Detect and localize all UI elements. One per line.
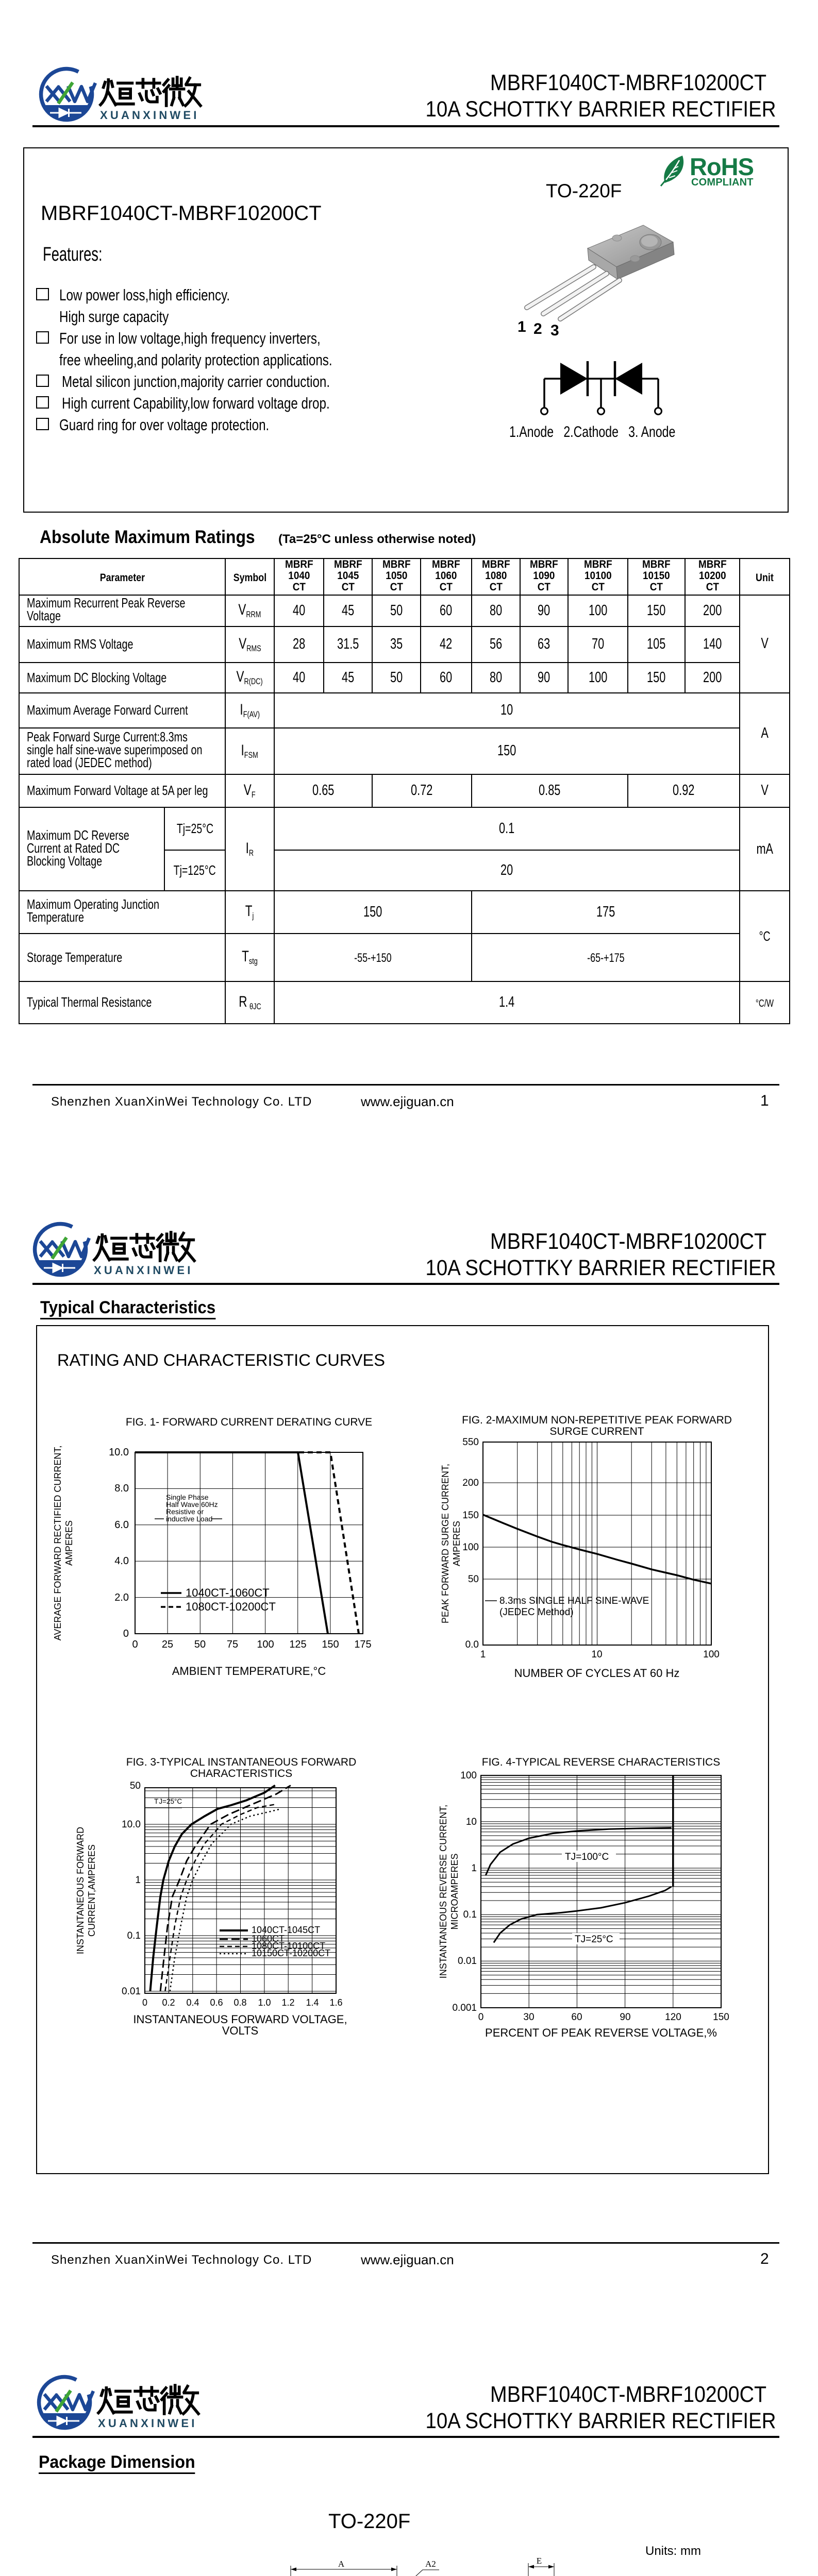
svg-text:XUANXINWEI: XUANXINWEI — [98, 2417, 197, 2430]
svg-text:60: 60 — [571, 2012, 582, 2023]
svg-text:4.0: 4.0 — [114, 1555, 129, 1567]
svg-text:0.001: 0.001 — [452, 2003, 477, 2013]
svg-text:1.4: 1.4 — [306, 1997, 319, 2008]
svg-text:PEAK FORWARD SURGE CURRENT,: PEAK FORWARD SURGE CURRENT, — [440, 1464, 450, 1623]
svg-text:INSTANTANEOUS FORWARD: INSTANTANEOUS FORWARD — [75, 1827, 86, 1954]
svg-text:100: 100 — [703, 1649, 720, 1660]
svg-text:150: 150 — [713, 2012, 729, 2023]
svg-text:T J=25°C: T J=25°C — [154, 1798, 182, 1805]
svg-text:550: 550 — [462, 1437, 479, 1448]
svg-text:25: 25 — [162, 1639, 173, 1650]
svg-text:10150CT-10200CT: 10150CT-10200CT — [252, 1948, 330, 1958]
svg-text:AVERAGE FORWARD RECTIFIED CURR: AVERAGE FORWARD RECTIFIED CURRENT, — [53, 1446, 63, 1641]
svg-text:30: 30 — [523, 2012, 534, 2023]
svg-text:PERCENT OF PEAK REVERSE VOLTAG: PERCENT OF PEAK REVERSE VOLTAGE,% — [485, 2026, 717, 2039]
svg-text:150: 150 — [462, 1510, 479, 1521]
svg-text:50: 50 — [130, 1781, 141, 1791]
svg-text:120: 120 — [665, 2012, 681, 2023]
svg-text:1040CT-1045CT: 1040CT-1045CT — [252, 1925, 320, 1935]
svg-text:50: 50 — [194, 1639, 206, 1650]
svg-text:100: 100 — [257, 1639, 274, 1650]
svg-text:AMPERES: AMPERES — [64, 1520, 74, 1566]
svg-text:10.0: 10.0 — [109, 1447, 129, 1458]
svg-text:CURRENT,AMPERES: CURRENT,AMPERES — [87, 1844, 97, 1937]
svg-text:FIG. 4-TYPICAL REVERSE CHARACT: FIG. 4-TYPICAL REVERSE CHARACTERISTICS — [482, 1756, 720, 1768]
svg-text:XUANXINWEI: XUANXINWEI — [100, 109, 199, 122]
svg-text:NUMBER OF CYCLES AT 60 Hz: NUMBER OF CYCLES AT 60 Hz — [514, 1667, 680, 1680]
svg-text:100: 100 — [460, 1770, 477, 1781]
svg-text:0.4: 0.4 — [186, 1997, 199, 2008]
svg-text:50: 50 — [468, 1574, 479, 1585]
svg-text:E: E — [537, 2556, 542, 2566]
svg-text:AMBIENT TEMPERATURE,°C: AMBIENT TEMPERATURE,°C — [172, 1665, 326, 1677]
svg-text:1.0: 1.0 — [258, 1997, 271, 2008]
svg-text:0.2: 0.2 — [162, 1997, 175, 2008]
svg-text:0.1: 0.1 — [127, 1930, 141, 1941]
svg-text:1060CT: 1060CT — [252, 1934, 285, 1944]
svg-text:0.01: 0.01 — [458, 1956, 477, 1967]
svg-text:1080CT-10200CT: 1080CT-10200CT — [186, 1600, 276, 1613]
svg-text:RoHS: RoHS — [690, 153, 754, 180]
svg-text:0: 0 — [478, 2012, 484, 2023]
svg-text:TJ=25°C: TJ=25°C — [575, 1934, 613, 1945]
svg-text:MICROAMPERES: MICROAMPERES — [449, 1853, 460, 1929]
svg-text:1: 1 — [471, 1863, 477, 1874]
svg-text:0: 0 — [132, 1639, 138, 1650]
svg-text:AMPERES: AMPERES — [452, 1521, 462, 1566]
svg-text:A2: A2 — [425, 2559, 436, 2569]
svg-text:1.2: 1.2 — [281, 1997, 294, 2008]
svg-text:inductive Load: inductive Load — [166, 1515, 212, 1523]
svg-text:200: 200 — [462, 1478, 479, 1488]
svg-text:XUANXINWEI: XUANXINWEI — [94, 1264, 193, 1277]
svg-text:1080CT-10100CT: 1080CT-10100CT — [252, 1941, 325, 1951]
svg-text:2.0: 2.0 — [114, 1592, 129, 1603]
svg-text:1: 1 — [517, 318, 526, 335]
svg-text:1.6: 1.6 — [329, 1997, 342, 2008]
svg-text:75: 75 — [227, 1639, 238, 1650]
svg-text:100: 100 — [462, 1542, 479, 1553]
svg-text:1040CT-1060CT: 1040CT-1060CT — [186, 1586, 270, 1599]
svg-text:125: 125 — [289, 1639, 306, 1650]
svg-text:VOLTS: VOLTS — [222, 2024, 259, 2037]
svg-text:10.0: 10.0 — [122, 1819, 141, 1830]
svg-text:Resistive or: Resistive or — [166, 1507, 204, 1516]
svg-text:8.3ms SINGLE HALF SINE-WAVE: 8.3ms SINGLE HALF SINE-WAVE — [499, 1596, 649, 1606]
svg-text:Half Wave 60Hz: Half Wave 60Hz — [166, 1500, 218, 1509]
svg-text:175: 175 — [354, 1639, 371, 1650]
svg-text:90: 90 — [620, 2012, 630, 2023]
svg-text:10: 10 — [466, 1817, 477, 1827]
svg-text:1: 1 — [135, 1875, 141, 1886]
svg-text:0.01: 0.01 — [122, 1986, 141, 1997]
svg-text:FIG. 2-MAXIMUM NON-REPETITIVE: FIG. 2-MAXIMUM NON-REPETITIVE PEAK FORWA… — [462, 1414, 732, 1426]
svg-text:INSTANTANEOUS FORWARD VOLTAGE,: INSTANTANEOUS FORWARD VOLTAGE, — [133, 2013, 347, 2026]
svg-text:0: 0 — [142, 1997, 147, 2008]
svg-text:6.0: 6.0 — [114, 1519, 129, 1531]
svg-text:FIG. 1- FORWARD CURRENT DERATI: FIG. 1- FORWARD CURRENT DERATING CURVE — [126, 1416, 372, 1428]
svg-text:3: 3 — [550, 322, 559, 337]
svg-text:2: 2 — [533, 320, 542, 337]
svg-text:0.0: 0.0 — [465, 1639, 479, 1650]
svg-text:10: 10 — [591, 1649, 602, 1660]
svg-text:COMPLIANT: COMPLIANT — [691, 177, 754, 187]
svg-text:0.6: 0.6 — [210, 1997, 223, 2008]
svg-text:0.1: 0.1 — [463, 1909, 477, 1920]
svg-text:FIG. 3-TYPICAL INSTANTANEOUS F: FIG. 3-TYPICAL INSTANTANEOUS FORWARD — [126, 1756, 357, 1768]
svg-text:Single Phase: Single Phase — [166, 1493, 209, 1501]
svg-text:0: 0 — [123, 1628, 129, 1639]
svg-text:CHARACTERISTICS: CHARACTERISTICS — [190, 1768, 292, 1780]
svg-text:SURGE CURRENT: SURGE CURRENT — [549, 1426, 644, 1437]
svg-text:150: 150 — [322, 1639, 339, 1650]
svg-text:1: 1 — [480, 1649, 486, 1660]
svg-text:(JEDEC Method): (JEDEC Method) — [499, 1607, 574, 1618]
svg-text:INSTANTANEOUS REVERSE CURRENT,: INSTANTANEOUS REVERSE CURRENT, — [438, 1805, 448, 1978]
svg-text:8.0: 8.0 — [114, 1483, 129, 1494]
svg-text:0.8: 0.8 — [233, 1997, 246, 2008]
svg-text:A: A — [338, 2559, 345, 2569]
svg-text:TJ=100°C: TJ=100°C — [565, 1852, 609, 1862]
